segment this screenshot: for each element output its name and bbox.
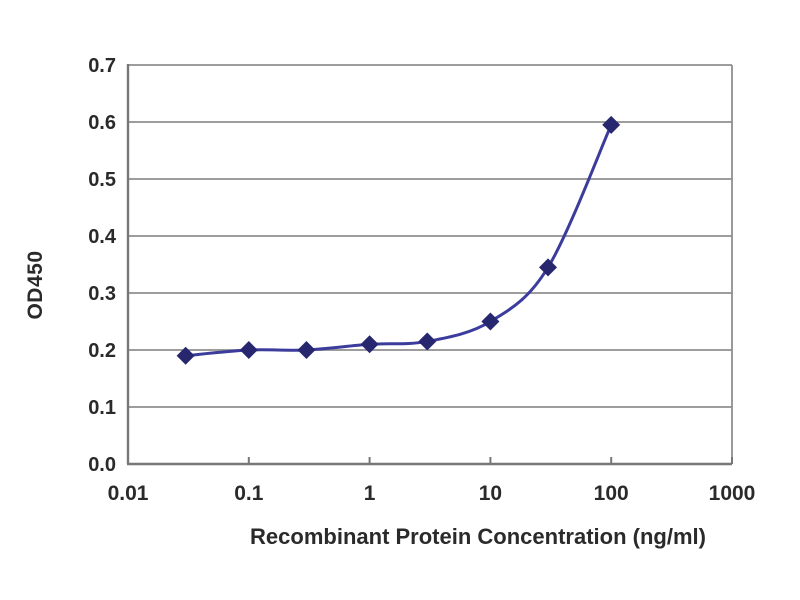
y-axis-title: OD450 xyxy=(24,250,47,320)
y-tick-label: 0.6 xyxy=(88,112,116,134)
x-tick-label: 0.1 xyxy=(234,482,264,505)
data-point-marker xyxy=(418,332,437,351)
y-tick-label: 0.4 xyxy=(88,226,117,248)
data-point-marker xyxy=(539,258,558,277)
data-point-marker xyxy=(481,312,500,331)
y-tick-label: 0.3 xyxy=(88,283,116,305)
data-point-marker xyxy=(360,335,379,354)
data-point-marker xyxy=(602,115,621,134)
x-tick-label: 1 xyxy=(364,482,376,505)
x-tick-label: 0.01 xyxy=(108,482,149,505)
x-tick-label: 1000 xyxy=(709,482,756,505)
y-tick-label: 0.2 xyxy=(88,340,116,362)
y-tick-label: 0.0 xyxy=(88,454,116,476)
data-line xyxy=(185,124,613,358)
y-tick-label: 0.1 xyxy=(88,397,116,419)
data-point-marker xyxy=(297,341,316,359)
x-tick-label: 10 xyxy=(479,482,502,505)
y-tick-label: 0.7 xyxy=(88,55,116,77)
y-tick-label: 0.5 xyxy=(88,169,116,191)
x-axis-title: Recombinant Protein Concentration (ng/ml… xyxy=(250,524,706,549)
data-point-marker xyxy=(239,341,258,359)
x-tick-label: 100 xyxy=(594,482,629,505)
data-point-marker xyxy=(176,346,195,365)
